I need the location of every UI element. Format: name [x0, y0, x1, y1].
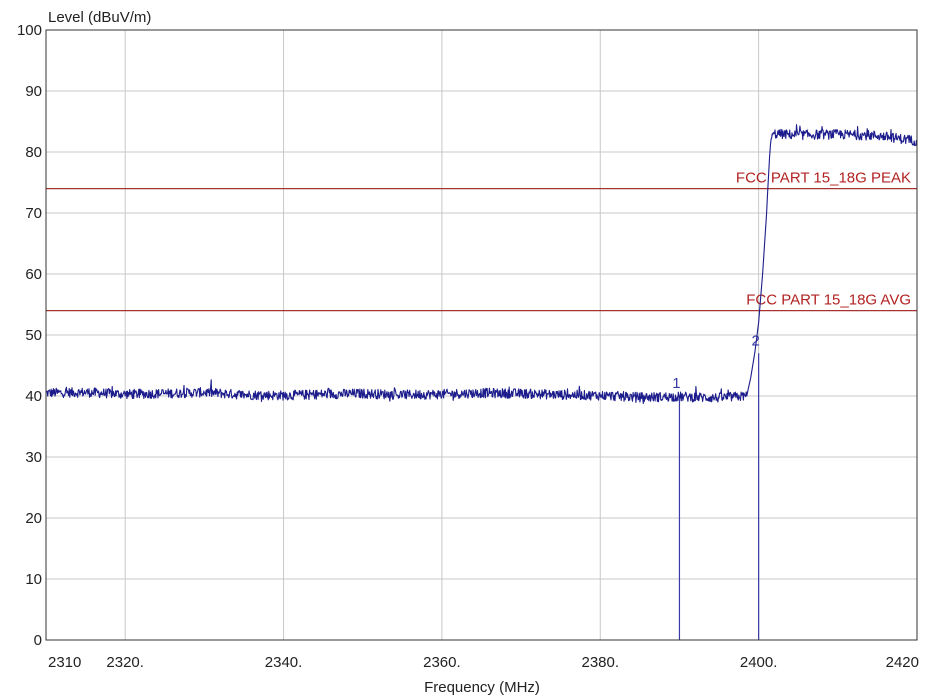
- y-tick-label-90: 90: [25, 83, 42, 100]
- limit-lines: FCC PART 15_18G PEAK FCC PART 15_18G AVG: [46, 170, 917, 312]
- y-axis-title: Level (dBuV/m): [48, 9, 151, 26]
- x-tick-label-2420: 2420: [886, 654, 919, 671]
- y-tick-label-80: 80: [25, 144, 42, 161]
- trace-series-1: [45, 124, 918, 405]
- limit-label-1: FCC PART 15_18G PEAK: [736, 170, 911, 187]
- x-tick-label-2320: 2320.: [106, 654, 144, 671]
- y-tick-label-40: 40: [25, 388, 42, 405]
- x-tick-label-2380: 2380.: [581, 654, 619, 671]
- y-tick-label-70: 70: [25, 205, 42, 222]
- x-tick-label-2360: 2360.: [423, 654, 461, 671]
- x-axis-title: Frequency (MHz): [424, 679, 540, 696]
- y-tick-label-10: 10: [25, 571, 42, 588]
- x-tick-label-2340: 2340.: [265, 654, 303, 671]
- markers: 12: [672, 332, 760, 640]
- marker-label-1: 1: [672, 375, 680, 392]
- x-tick-label-2310: 2310: [48, 654, 81, 671]
- y-tick-label-30: 30: [25, 449, 42, 466]
- x-tick-label-2400: 2400.: [740, 654, 778, 671]
- trace: [45, 124, 918, 405]
- limit-label-2: FCC PART 15_18G AVG: [746, 292, 911, 309]
- x-axis-ticks: 2310 2320. 2340. 2360. 2380. 2400. 2420: [48, 654, 919, 671]
- y-axis-ticks: 0 10 20 30 40 50 60 70 80 90 100: [17, 22, 42, 649]
- marker-label-2: 2: [751, 332, 759, 349]
- y-tick-label-50: 50: [25, 327, 42, 344]
- plot-frame: [45, 29, 918, 641]
- y-tick-label-0: 0: [34, 632, 42, 649]
- y-tick-label-60: 60: [25, 266, 42, 283]
- y-tick-label-20: 20: [25, 510, 42, 527]
- y-tick-label-100: 100: [17, 22, 42, 39]
